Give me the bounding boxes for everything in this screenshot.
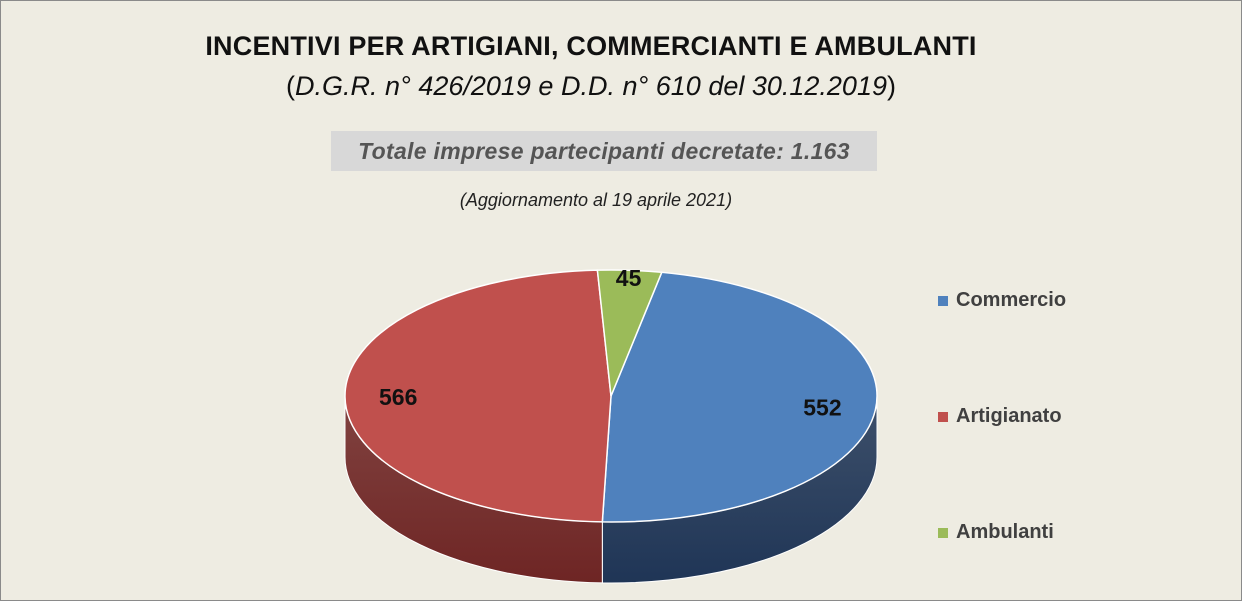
legend-label-commercio: Commercio	[956, 289, 1067, 311]
pie-slice-commercio	[601, 271, 878, 523]
total-label: Totale imprese partecipanti decretate: 1…	[358, 137, 850, 164]
data-label-ambulanti: 45	[616, 265, 642, 291]
subtitle-close-paren: )	[886, 71, 896, 101]
data-label-artigianato: 566	[379, 384, 417, 410]
legend-item-ambulanti: Ambulanti	[938, 521, 1054, 544]
total-box: Totale imprese partecipanti decretate: 1…	[331, 131, 877, 171]
update-note: (Aggiornamento al 19 aprile 2021)	[459, 190, 733, 210]
subtitle-open-paren: (	[286, 71, 295, 101]
legend-label-ambulanti: Ambulanti	[956, 521, 1054, 543]
legend-item-commercio: Commercio	[938, 289, 1066, 312]
legend-swatch-commercio	[938, 295, 948, 306]
pie-slice-artigianato	[344, 269, 612, 523]
chart-subtitle: (D.G.R. n° 426/2019 e D.D. n° 610 del 30…	[121, 71, 1061, 102]
legend-swatch-artigianato	[938, 411, 948, 422]
pie-slice-ambulanti	[596, 269, 663, 397]
data-label-commercio: 552	[803, 394, 841, 420]
legend-item-artigianato: Artigianato	[938, 405, 1062, 428]
chart-title: INCENTIVI PER ARTIGIANI, COMMERCIANTI E …	[205, 31, 977, 61]
subtitle-reference: D.G.R. n° 426/2019 e D.D. n° 610 del 30.…	[295, 71, 887, 101]
legend-label-artigianato: Artigianato	[956, 405, 1062, 427]
legend-swatch-ambulanti	[938, 527, 948, 538]
